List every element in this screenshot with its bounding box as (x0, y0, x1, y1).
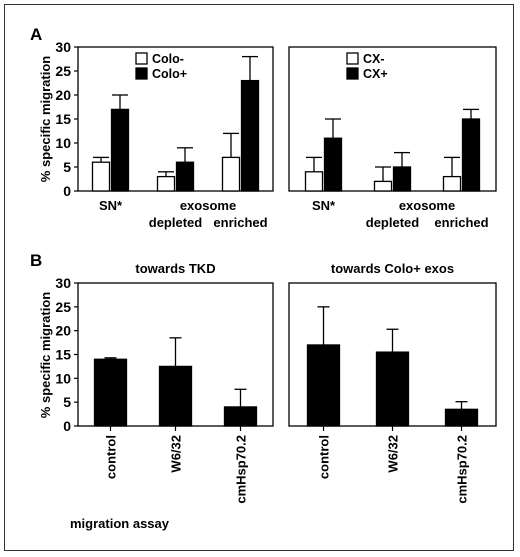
y-tick-label: 5 (63, 159, 71, 175)
y-tick-label: 5 (63, 394, 71, 410)
y-tick-label: 20 (55, 323, 71, 339)
bar (91, 161, 111, 192)
x-tick-label: control (104, 435, 119, 479)
chart-0: 0 5 10 15 20 25 30 SN* depleted enriched exosome Co… (55, 39, 274, 230)
chart-3: towards Colo+ exos control W6/32 cmHsp70.2 (288, 261, 497, 504)
bar (442, 175, 462, 192)
y-tick-label: 15 (55, 111, 71, 127)
bar (375, 351, 410, 427)
legend-swatch (135, 67, 148, 80)
bar (304, 171, 324, 192)
chart-title: towards TKD (135, 261, 215, 276)
bar (392, 166, 412, 192)
plot-frame (288, 46, 497, 192)
bar (373, 180, 393, 192)
y-tick-label: 0 (63, 183, 71, 199)
footer-label: migration assay (70, 516, 170, 531)
bar (306, 344, 341, 427)
bar (223, 406, 258, 427)
panel-label-b: B (30, 251, 42, 270)
y-tick-label: 10 (55, 135, 71, 151)
bar (461, 118, 481, 192)
legend-swatch (346, 67, 359, 80)
ylabel-panel-b: % specific migration (38, 292, 53, 418)
group-label-sub: depleted (149, 215, 203, 230)
bar (221, 156, 241, 192)
x-tick-label: W6/32 (386, 435, 401, 473)
y-tick-label: 25 (55, 63, 71, 79)
chart-title: towards Colo+ exos (331, 261, 454, 276)
x-tick-label: W6/32 (169, 435, 184, 473)
legend-label: Colo+ (152, 67, 187, 81)
bar (444, 408, 479, 427)
bar (156, 175, 176, 192)
y-tick-label: 10 (55, 370, 71, 386)
bar (323, 137, 343, 192)
chart-1: SN* depleted enriched exosome CX-CX+ (288, 46, 497, 230)
bar (240, 79, 260, 192)
group-label-sub: depleted (366, 215, 420, 230)
x-tick-label: cmHsp70.2 (455, 435, 470, 504)
legend-label: CX+ (363, 67, 388, 81)
bar (93, 358, 128, 427)
legend-label: Colo- (152, 52, 184, 66)
y-tick-label: 0 (63, 418, 71, 434)
panel-label-a: A (30, 25, 42, 44)
legend-swatch (346, 52, 359, 65)
bar (110, 108, 130, 192)
x-tick-label: control (317, 435, 332, 479)
group-label: SN* (312, 198, 336, 213)
bar (175, 161, 195, 192)
y-tick-label: 25 (55, 299, 71, 315)
y-tick-label: 30 (55, 275, 71, 291)
group-label-sub: enriched (434, 215, 488, 230)
bar (158, 365, 193, 427)
chart-2: 0 5 10 15 20 25 30 towards TKD control W6/32 cmHsp… (55, 261, 274, 504)
group-label-sub: enriched (213, 215, 267, 230)
super-group-label: exosome (399, 198, 455, 213)
group-label: SN* (99, 198, 123, 213)
x-tick-label: cmHsp70.2 (234, 435, 249, 504)
y-tick-label: 15 (55, 347, 71, 363)
y-tick-label: 30 (55, 39, 71, 55)
figure-frame (4, 4, 514, 551)
super-group-label: exosome (180, 198, 236, 213)
y-tick-label: 20 (55, 87, 71, 103)
ylabel-panel-a: % specific migration (38, 56, 53, 182)
legend-label: CX- (363, 52, 385, 66)
legend-swatch (135, 52, 148, 65)
